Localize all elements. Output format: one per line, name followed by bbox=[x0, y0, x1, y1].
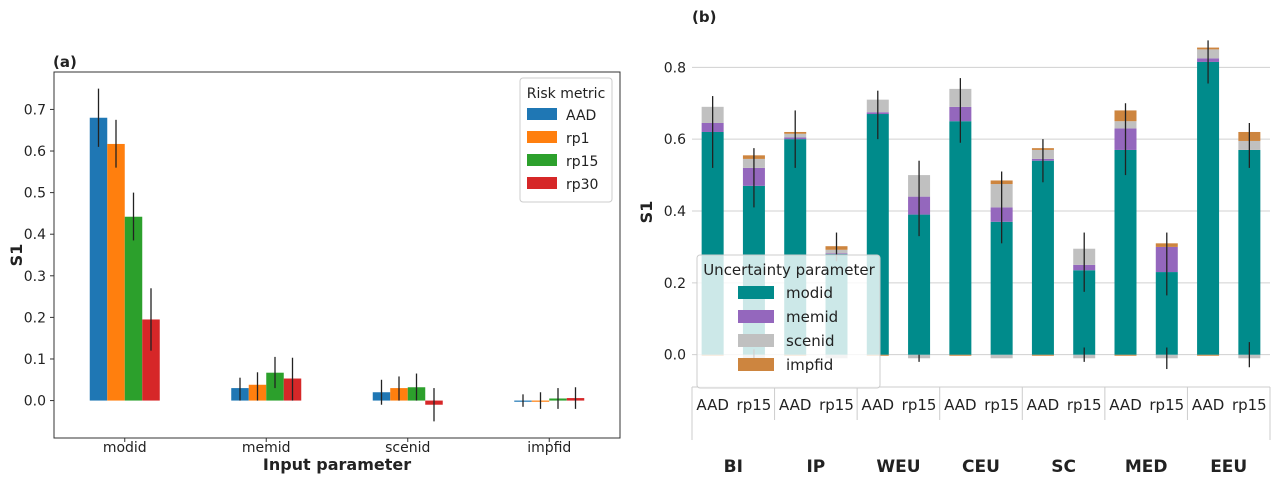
panel-a-y-tick-label: 0.6 bbox=[24, 144, 46, 160]
panel-a-error-bars bbox=[97, 88, 577, 422]
panel-a-legend: Risk metric AAD rp1 rp15 rp30 bbox=[519, 77, 613, 203]
panel-b-legend-swatch-impfid bbox=[738, 358, 774, 371]
panel-a-legend-title: Risk metric bbox=[527, 86, 606, 102]
panel-b-x-tick-label: AAD bbox=[1192, 396, 1225, 414]
panel-b-y-tick-label: 0.8 bbox=[664, 60, 686, 76]
panel-a-y-tick-label: 0.4 bbox=[24, 227, 46, 243]
panel-a-y-tick-label: 0.7 bbox=[24, 102, 46, 118]
panel-a-bar-rp30-modid bbox=[142, 319, 160, 401]
panel-b-x-tick-label: AAD bbox=[862, 396, 895, 414]
panel-a-x-tick-label: memid bbox=[242, 440, 291, 456]
panel-b-y-tick-label: 0.0 bbox=[664, 348, 686, 364]
panel-b-legend-label-scenid: scenid bbox=[786, 332, 835, 350]
panel-a-bar-AAD-modid bbox=[89, 117, 108, 401]
panel-b-x-tick-label: rp15 bbox=[819, 396, 854, 414]
panel-b-y-axis-label: S1 bbox=[637, 201, 656, 224]
panel-b-legend-label-modid: modid bbox=[786, 284, 833, 302]
panel-b-negative-stub bbox=[1197, 354, 1220, 356]
panel-a: (a) 0.0 0.1 0.2 0.3 0.4 0.5 0.6 0.7 modid memid s… bbox=[7, 53, 621, 474]
panel-b-x-tick-label: AAD bbox=[944, 396, 977, 414]
panel-b-x-tick-label: rp15 bbox=[1232, 396, 1267, 414]
panel-b-group-label: IP bbox=[806, 457, 825, 477]
panel-a-y-axis-label: S1 bbox=[7, 244, 26, 267]
panel-b-group-label: CEU bbox=[962, 457, 1000, 477]
panel-b-bar-modid-SC-AAD bbox=[1031, 160, 1054, 355]
panel-a-x-tick-label: scenid bbox=[385, 440, 430, 456]
panel-a-bars bbox=[89, 117, 585, 405]
panel-b-x-tick-label: AAD bbox=[1109, 396, 1142, 414]
panel-b-bar-modid-MED-rp15 bbox=[1155, 272, 1178, 355]
panel-b-legend: Uncertainty parameter modid memid scenid im… bbox=[696, 254, 881, 389]
panel-b-x-tick-label: rp15 bbox=[1149, 396, 1184, 414]
panel-a-x-tick-label: modid bbox=[103, 440, 147, 456]
panel-b-negative-stub bbox=[1031, 354, 1054, 356]
panel-b-bar-modid-EEU-AAD bbox=[1197, 61, 1220, 355]
panel-a-legend-swatch-AAD bbox=[527, 108, 557, 120]
panel-a-legend-label-AAD: AAD bbox=[566, 108, 596, 124]
panel-b-legend-swatch-modid bbox=[738, 286, 774, 299]
panel-a-bar-rp1-modid bbox=[107, 143, 125, 401]
panel-a-legend-label-rp15: rp15 bbox=[566, 154, 598, 170]
panel-b-x-tick-label: rp15 bbox=[984, 396, 1019, 414]
panel-a-bar-rp15-modid bbox=[124, 216, 143, 401]
panel-b-legend-swatch-scenid bbox=[738, 334, 774, 347]
panel-a-y-tick-label: 0.1 bbox=[24, 352, 46, 368]
panel-a-x-axis-label: Input parameter bbox=[263, 455, 411, 474]
panel-a-y-tick-label: 0.5 bbox=[24, 186, 46, 202]
panel-b-y-tick-label: 0.2 bbox=[664, 276, 686, 292]
panel-b-legend-label-memid: memid bbox=[786, 308, 838, 326]
panel-b-bar-modid-SC-rp15 bbox=[1073, 270, 1096, 355]
panel-b-x-tick-label: rp15 bbox=[902, 396, 937, 414]
panel-a-legend-label-rp1: rp1 bbox=[566, 131, 590, 147]
panel-a-y-tick-label: 0.3 bbox=[24, 269, 46, 285]
panel-b-x-tick-label: AAD bbox=[696, 396, 729, 414]
panel-b-legend-title: Uncertainty parameter bbox=[703, 261, 875, 279]
panel-a-legend-label-rp30: rp30 bbox=[566, 177, 598, 193]
panel-b-label: (b) bbox=[692, 8, 716, 26]
panel-a-x-ticks: modid memid scenid impfid bbox=[103, 438, 571, 456]
panel-b-y-ticks: 0.0 0.2 0.4 0.6 0.8 bbox=[664, 60, 686, 363]
panel-a-y-ticks: 0.0 0.1 0.2 0.3 0.4 0.5 0.6 0.7 bbox=[24, 102, 54, 410]
panel-b-negative-stub bbox=[1114, 354, 1137, 356]
panel-a-label: (a) bbox=[53, 53, 77, 71]
panel-a-y-tick-label: 0.0 bbox=[24, 394, 46, 410]
panel-b-negative-stub bbox=[990, 354, 1013, 359]
panel-b-x-tick-label: AAD bbox=[779, 396, 812, 414]
panel-b-bar-modid-CEU-AAD bbox=[949, 121, 972, 355]
panel-b-group-label: MED bbox=[1125, 457, 1168, 477]
panel-b-bar-modid-MED-AAD bbox=[1114, 149, 1137, 355]
panel-b-bar-modid-WEU-rp15 bbox=[908, 214, 931, 355]
panel-b-error-bars bbox=[711, 40, 1251, 370]
panel-b-y-tick-label: 0.6 bbox=[664, 132, 686, 148]
panel-b-group-label: SC bbox=[1051, 457, 1076, 477]
panel-b-bars bbox=[701, 47, 1261, 359]
panel-b-legend-swatch-memid bbox=[738, 310, 774, 323]
panel-a-legend-swatch-rp1 bbox=[527, 131, 557, 143]
panel-b-group-label: WEU bbox=[876, 457, 920, 477]
panel-b-x-tick-label: AAD bbox=[1027, 396, 1060, 414]
panel-b-y-tick-label: 0.4 bbox=[664, 204, 686, 220]
panel-b-bar-modid-EEU-rp15 bbox=[1238, 149, 1261, 355]
panel-a-legend-swatch-rp30 bbox=[527, 177, 557, 189]
panel-b-x-tick-label: rp15 bbox=[1067, 396, 1102, 414]
panel-b-group-label: BI bbox=[724, 457, 743, 477]
panel-b-legend-label-impfid: impfid bbox=[786, 356, 833, 374]
panel-b-group-label: EEU bbox=[1210, 457, 1247, 477]
panel-a-y-tick-label: 0.2 bbox=[24, 310, 46, 326]
panel-b-negative-stub bbox=[949, 354, 972, 356]
panel-a-legend-swatch-rp15 bbox=[527, 154, 557, 166]
panel-b-x-axis-table: AAD rp15 AAD rp15 AAD rp15 AAD rp15 AAD rp15 AAD rp… bbox=[691, 386, 1271, 477]
panel-b-x-tick-label: rp15 bbox=[737, 396, 772, 414]
panel-b: (b) 0.00.20.40.60.8 S1 AAD rp15 AAD rp15 AAD… bbox=[637, 8, 1271, 477]
panel-a-x-tick-label: impfid bbox=[527, 440, 571, 456]
panel-b-bar-modid-CEU-rp15 bbox=[990, 221, 1013, 355]
